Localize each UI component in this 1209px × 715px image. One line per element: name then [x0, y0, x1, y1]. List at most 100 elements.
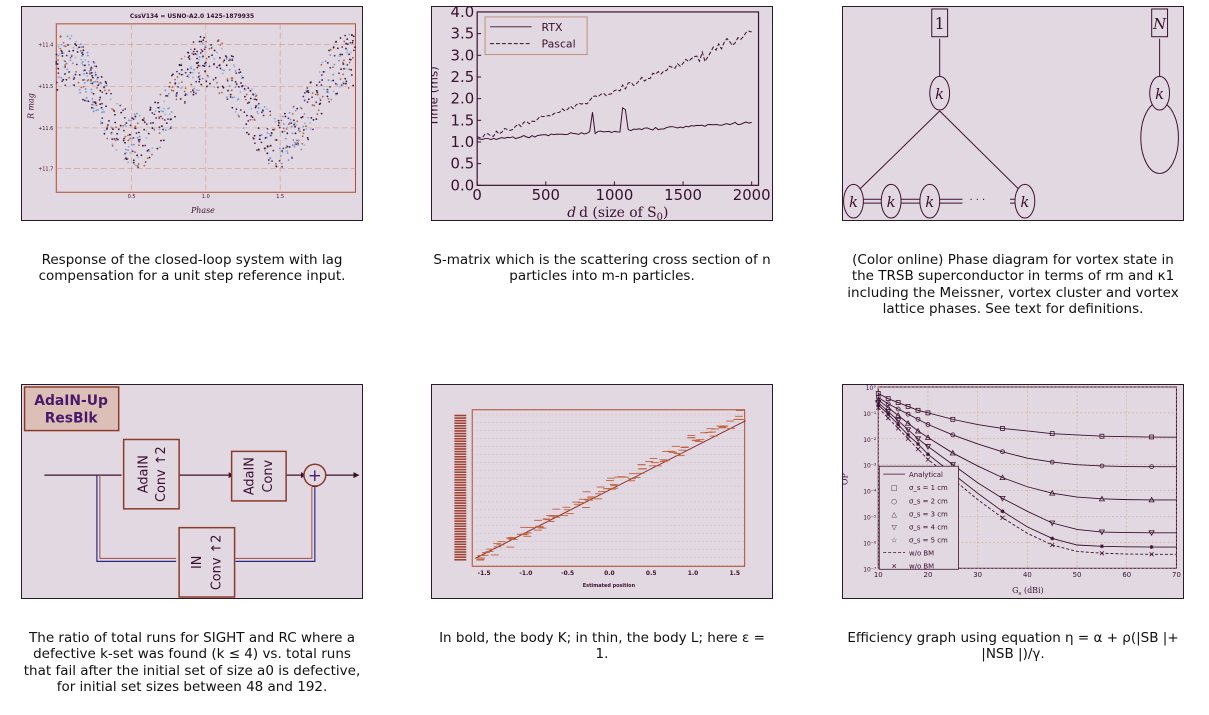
data-point [313, 104, 316, 107]
data-point [299, 130, 301, 133]
data-point [232, 63, 235, 66]
data-point [129, 124, 132, 127]
data-point [83, 72, 85, 75]
data-point [84, 88, 87, 90]
fig1-ytick-label: +11.7 [38, 166, 53, 172]
data-point [61, 80, 64, 83]
data-point [91, 103, 93, 106]
legend-entry: w/o BM [909, 550, 934, 558]
data-point [165, 122, 168, 125]
data-point [77, 81, 80, 84]
data-point [258, 138, 261, 141]
legend-entry: σ_s = 1 cm [909, 484, 948, 492]
data-point [116, 132, 119, 135]
data-point [169, 127, 172, 130]
data-point [297, 139, 300, 142]
series-marker [915, 407, 921, 413]
data-point [278, 126, 281, 129]
data-point [293, 123, 296, 126]
data-point [86, 79, 89, 82]
data-point [266, 127, 269, 130]
data-point [202, 64, 204, 67]
fig2-ytick-label: 1.5 [451, 111, 475, 129]
data-point [222, 60, 225, 63]
data-point [149, 108, 152, 111]
fig1-xtick-label: 0.5 [128, 194, 136, 200]
legend-entry: Analytical [909, 471, 943, 479]
data-point [326, 95, 329, 98]
data-point [180, 69, 183, 71]
data-point [170, 74, 173, 77]
data-point [225, 56, 228, 59]
data-point [158, 110, 161, 113]
svg-text:+: + [308, 465, 322, 485]
fig6-ytick-label: 10⁻⁴ [863, 489, 877, 496]
data-point [339, 86, 341, 88]
data-point [206, 74, 209, 77]
data-point [62, 41, 65, 44]
data-point [294, 132, 297, 135]
data-point [160, 125, 163, 127]
data-point [333, 63, 336, 66]
data-point [199, 35, 202, 38]
data-point [163, 119, 166, 121]
data-point [322, 88, 325, 91]
row-label-mark [454, 463, 467, 466]
ellipsis: · · · [969, 195, 985, 206]
data-point [344, 34, 347, 37]
series-marker [885, 396, 891, 402]
data-point [137, 163, 140, 165]
row-label-mark [454, 443, 467, 445]
data-point [314, 93, 317, 96]
legend-rtx: RTX [542, 21, 563, 34]
data-point [125, 157, 127, 160]
series-marker [1149, 552, 1154, 557]
data-point [138, 144, 140, 147]
data-point [244, 98, 247, 101]
series-marker [1149, 545, 1154, 550]
data-point [175, 98, 178, 101]
data-point [213, 57, 216, 60]
row-label-mark [454, 455, 467, 458]
data-point [119, 104, 122, 107]
data-point [243, 111, 246, 114]
series-marker [999, 495, 1006, 502]
data-point [315, 118, 318, 121]
fig1-xtick-label: 1.5 [276, 194, 284, 200]
data-point [315, 84, 318, 86]
data-point [125, 125, 128, 128]
fig5-xlabel: Estimated position [583, 583, 636, 589]
data-point [324, 60, 327, 63]
series-marker [875, 400, 882, 406]
data-point [228, 57, 231, 60]
data-point [92, 107, 95, 110]
series-marker [1000, 426, 1005, 431]
data-point [84, 99, 86, 102]
data-point [122, 139, 125, 142]
data-point [98, 99, 101, 101]
row-label-mark [454, 471, 467, 473]
data-point [138, 140, 141, 143]
series-marker [925, 410, 931, 416]
row-label-mark [454, 510, 467, 512]
data-point [231, 59, 234, 61]
data-point [57, 54, 60, 57]
data-point [350, 51, 352, 54]
data-point [281, 165, 283, 168]
data-point [95, 104, 98, 107]
series-marker [1000, 515, 1005, 521]
row-label-mark [454, 525, 467, 528]
svg-text:Conv ↑2: Conv ↑2 [210, 535, 225, 591]
data-point [72, 84, 75, 86]
series-marker [1049, 489, 1056, 496]
data-point [130, 144, 133, 146]
data-point [216, 86, 219, 89]
data-point [240, 75, 243, 78]
fig1-xtick-label: 1.0 [202, 194, 210, 200]
data-point [191, 52, 193, 55]
data-point [260, 141, 263, 144]
row-label-mark [454, 512, 467, 515]
series-marker [914, 427, 922, 434]
data-point [97, 84, 100, 87]
data-point [283, 112, 286, 115]
